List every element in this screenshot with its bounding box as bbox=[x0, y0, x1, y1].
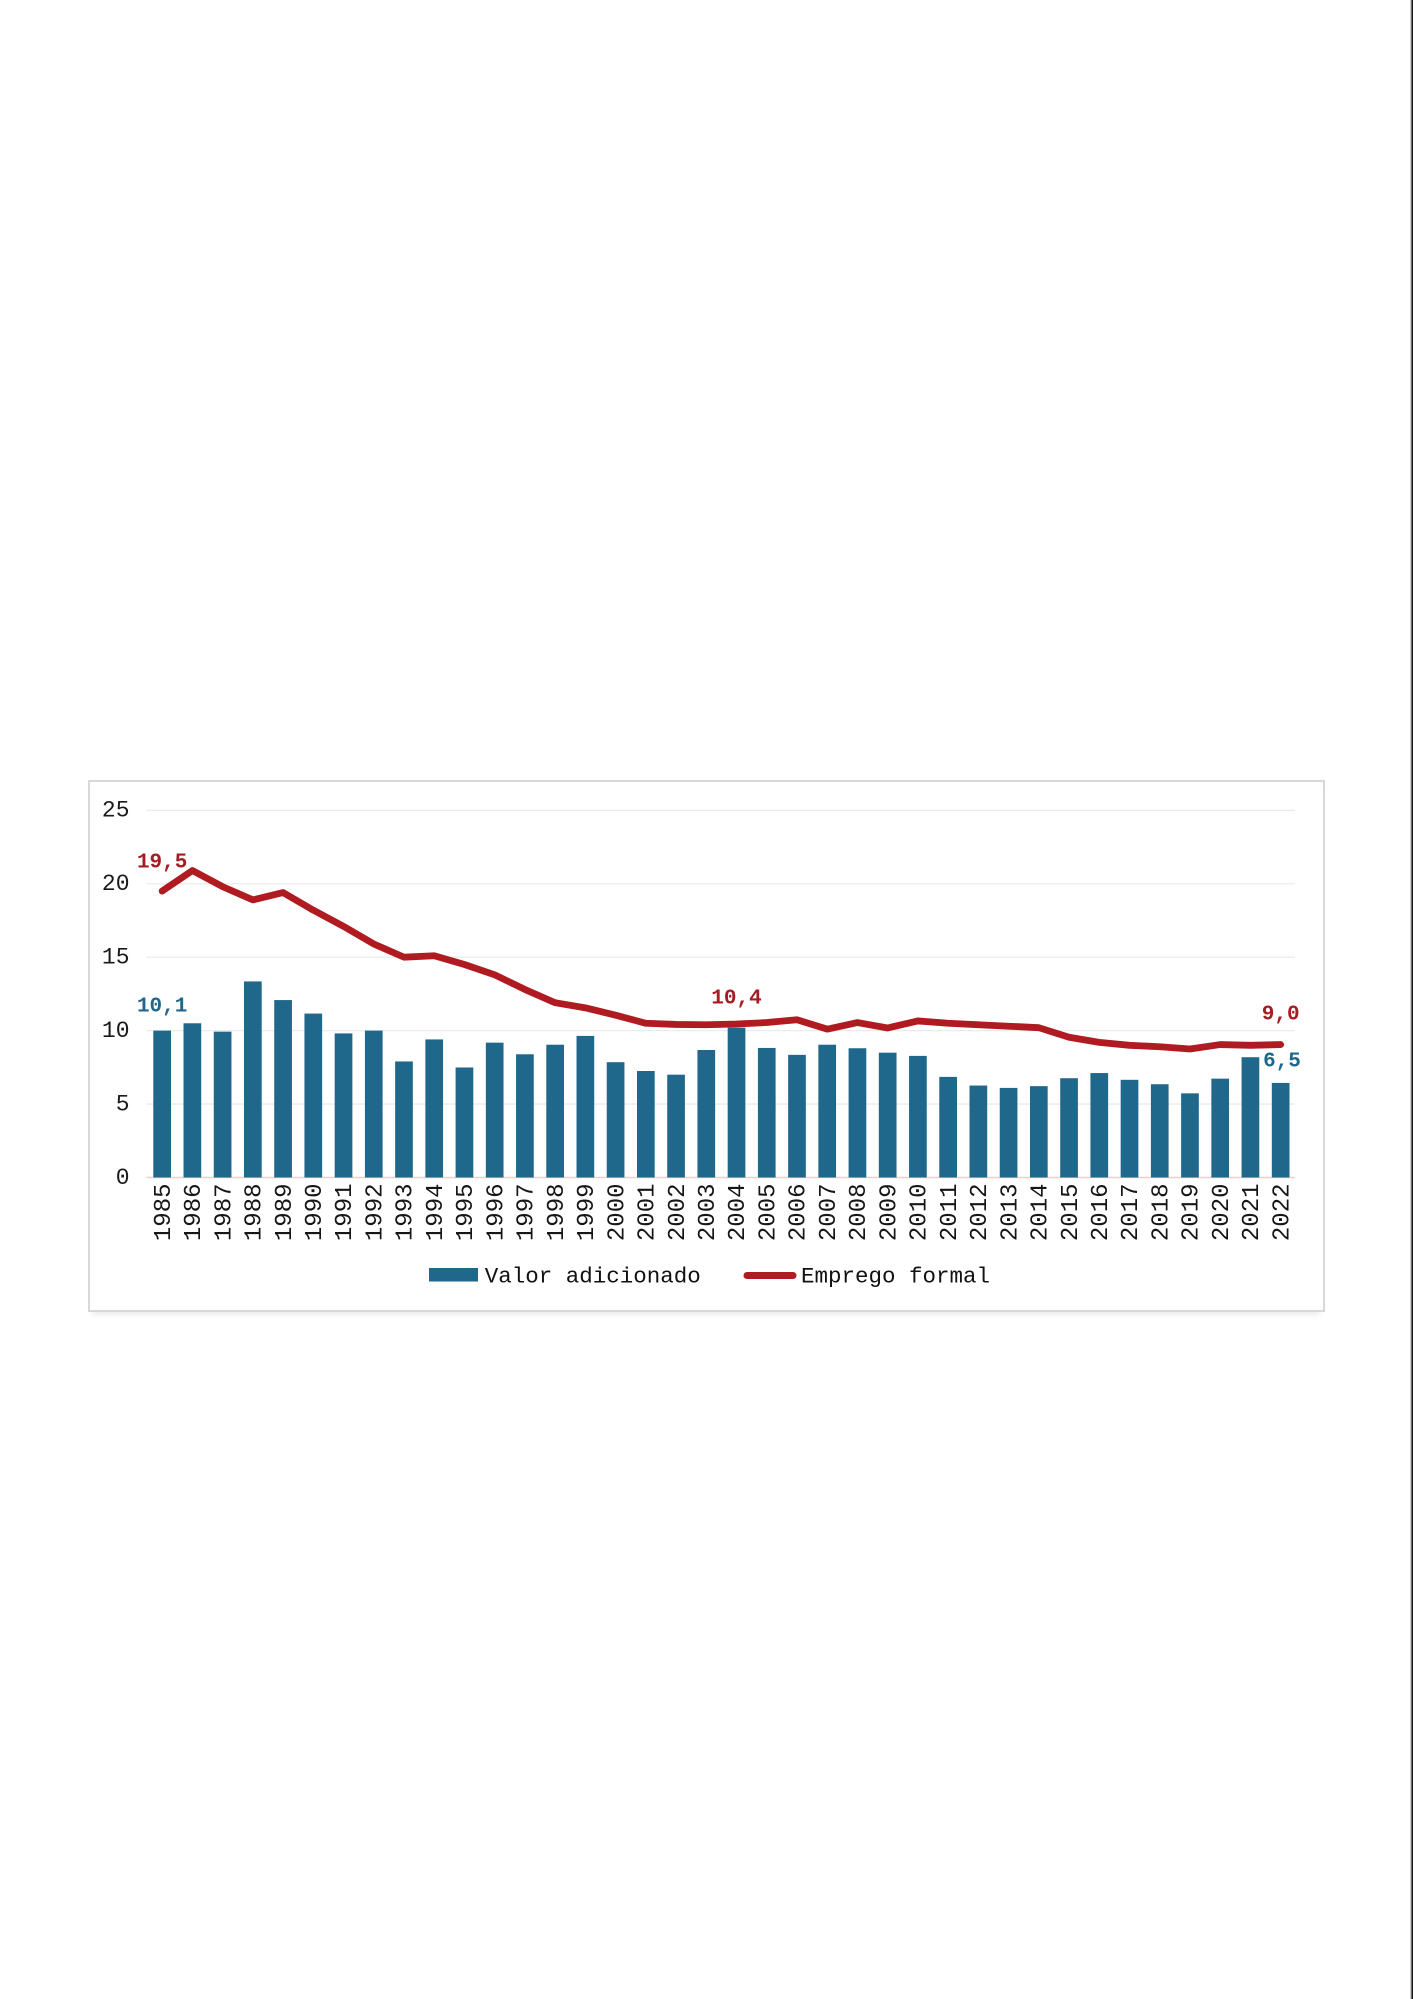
svg-text:2019: 2019 bbox=[1179, 1184, 1206, 1242]
svg-text:9,0: 9,0 bbox=[1262, 1004, 1300, 1027]
svg-text:2017: 2017 bbox=[1118, 1184, 1145, 1242]
svg-text:2014: 2014 bbox=[1028, 1184, 1055, 1242]
svg-text:2005: 2005 bbox=[755, 1184, 782, 1242]
svg-text:1985: 1985 bbox=[151, 1184, 178, 1242]
svg-text:5: 5 bbox=[116, 1091, 130, 1117]
svg-text:2003: 2003 bbox=[695, 1184, 722, 1242]
svg-text:2018: 2018 bbox=[1148, 1184, 1175, 1242]
svg-text:10: 10 bbox=[102, 1018, 130, 1044]
svg-text:1986: 1986 bbox=[181, 1184, 208, 1242]
svg-text:2016: 2016 bbox=[1088, 1184, 1115, 1242]
svg-text:1996: 1996 bbox=[483, 1184, 510, 1242]
svg-text:2015: 2015 bbox=[1058, 1184, 1085, 1242]
svg-text:1988: 1988 bbox=[242, 1184, 269, 1242]
svg-text:2009: 2009 bbox=[876, 1184, 903, 1242]
svg-text:Valor adicionado: Valor adicionado bbox=[485, 1264, 701, 1290]
svg-text:1995: 1995 bbox=[453, 1184, 480, 1242]
svg-text:25: 25 bbox=[102, 798, 130, 824]
svg-text:2007: 2007 bbox=[816, 1184, 843, 1242]
svg-text:2010: 2010 bbox=[907, 1184, 934, 1242]
svg-text:1994: 1994 bbox=[423, 1184, 450, 1242]
svg-text:10,1: 10,1 bbox=[137, 996, 187, 1019]
svg-text:20: 20 bbox=[102, 871, 130, 897]
svg-text:2004: 2004 bbox=[725, 1184, 752, 1242]
svg-text:2002: 2002 bbox=[665, 1184, 692, 1242]
svg-text:6,5: 6,5 bbox=[1263, 1051, 1301, 1074]
svg-text:2011: 2011 bbox=[937, 1184, 964, 1242]
svg-text:0: 0 bbox=[116, 1165, 130, 1191]
svg-text:2008: 2008 bbox=[846, 1184, 873, 1242]
svg-text:1999: 1999 bbox=[574, 1184, 601, 1242]
svg-text:2000: 2000 bbox=[604, 1184, 631, 1242]
svg-text:1990: 1990 bbox=[302, 1184, 329, 1242]
svg-text:1993: 1993 bbox=[393, 1184, 420, 1242]
svg-text:Emprego formal: Emprego formal bbox=[801, 1264, 990, 1290]
svg-text:1997: 1997 bbox=[514, 1184, 541, 1242]
svg-text:1998: 1998 bbox=[544, 1184, 571, 1242]
svg-text:2012: 2012 bbox=[967, 1184, 994, 1242]
svg-text:1989: 1989 bbox=[272, 1184, 299, 1242]
svg-text:2021: 2021 bbox=[1239, 1184, 1266, 1242]
svg-text:1992: 1992 bbox=[362, 1184, 389, 1242]
svg-text:10,4: 10,4 bbox=[711, 988, 761, 1011]
svg-text:2022: 2022 bbox=[1269, 1184, 1296, 1242]
svg-text:2001: 2001 bbox=[635, 1184, 662, 1242]
svg-text:19,5: 19,5 bbox=[137, 852, 187, 875]
svg-text:2020: 2020 bbox=[1209, 1184, 1236, 1242]
svg-text:2013: 2013 bbox=[997, 1184, 1024, 1242]
svg-text:15: 15 bbox=[102, 944, 130, 970]
svg-text:1991: 1991 bbox=[332, 1184, 359, 1242]
svg-text:1987: 1987 bbox=[211, 1184, 238, 1242]
svg-text:2006: 2006 bbox=[786, 1184, 813, 1242]
